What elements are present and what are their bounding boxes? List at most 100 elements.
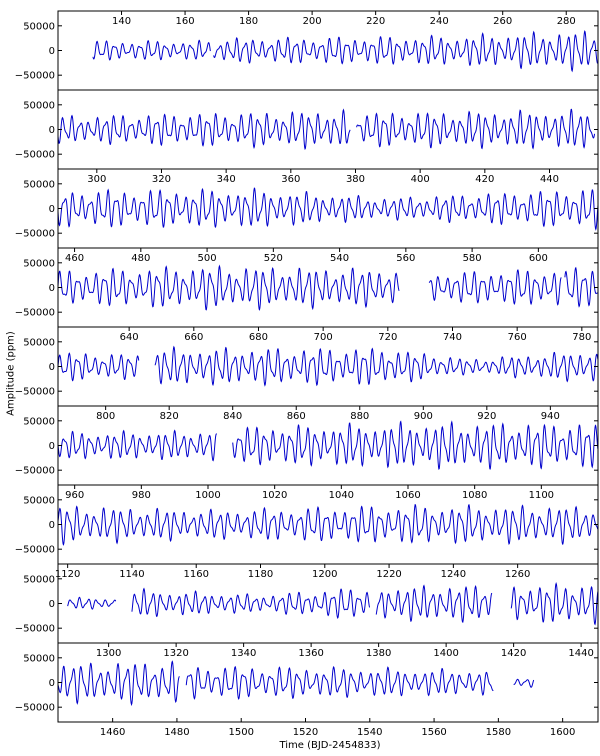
y-tick-label: −50000 bbox=[15, 387, 55, 398]
y-tick-label: 50000 bbox=[23, 21, 55, 32]
x-tick-label: 740 bbox=[443, 332, 462, 343]
y-tick-label: −50000 bbox=[15, 150, 55, 161]
x-tick-label: 1100 bbox=[529, 490, 554, 501]
x-tick-label: 1260 bbox=[505, 569, 530, 580]
x-tick-label: 460 bbox=[65, 253, 84, 264]
x-tick-label: 1200 bbox=[312, 569, 337, 580]
light-curve-series bbox=[513, 678, 535, 688]
y-tick-label: 0 bbox=[49, 599, 55, 610]
x-tick-label: 560 bbox=[396, 253, 415, 264]
light-curve-series bbox=[356, 108, 596, 150]
x-tick-label: 1380 bbox=[366, 648, 391, 659]
x-tick-label: 260 bbox=[493, 16, 512, 27]
x-tick-label: 140 bbox=[112, 16, 131, 27]
x-tick-label: 180 bbox=[239, 16, 258, 27]
x-tick-label: 340 bbox=[217, 174, 236, 185]
light-curve-series bbox=[67, 596, 117, 610]
x-tick-label: 700 bbox=[314, 332, 333, 343]
y-tick-label: 0 bbox=[49, 204, 55, 215]
x-tick-label: 220 bbox=[366, 16, 385, 27]
light-curve-series bbox=[232, 420, 598, 470]
light-curve-series bbox=[154, 345, 598, 387]
x-tick-label: 600 bbox=[529, 253, 548, 264]
x-tick-label: 820 bbox=[160, 411, 179, 422]
x-tick-label: 1540 bbox=[357, 727, 382, 738]
light-curve-series bbox=[58, 187, 598, 231]
x-tick-label: 1480 bbox=[164, 727, 189, 738]
x-tick-label: 920 bbox=[477, 411, 496, 422]
x-tick-label: 800 bbox=[96, 411, 115, 422]
x-tick-label: 1460 bbox=[100, 727, 125, 738]
x-tick-label: 760 bbox=[508, 332, 527, 343]
light-curve-series bbox=[213, 30, 598, 73]
x-tick-label: 480 bbox=[131, 253, 150, 264]
x-tick-label: 1500 bbox=[228, 727, 253, 738]
y-axis-label: Amplitude (ppm) bbox=[5, 331, 17, 416]
x-tick-label: 160 bbox=[176, 16, 195, 27]
light-curve-series bbox=[564, 266, 598, 308]
y-tick-label: −50000 bbox=[15, 545, 55, 556]
light-curve-series bbox=[58, 504, 598, 546]
x-tick-label: 960 bbox=[65, 490, 84, 501]
x-tick-label: 240 bbox=[430, 16, 449, 27]
x-tick-label: 1300 bbox=[96, 648, 121, 659]
y-tick-label: 50000 bbox=[23, 337, 55, 348]
x-tick-label: 300 bbox=[87, 174, 106, 185]
x-tick-label: 1520 bbox=[293, 727, 318, 738]
x-tick-label: 520 bbox=[264, 253, 283, 264]
y-tick-label: −50000 bbox=[15, 466, 55, 477]
y-tick-label: 50000 bbox=[23, 258, 55, 269]
x-tick-label: 1220 bbox=[376, 569, 401, 580]
y-tick-label: 50000 bbox=[23, 495, 55, 506]
light-curve-series bbox=[375, 584, 493, 623]
x-tick-label: 1120 bbox=[55, 569, 80, 580]
light-curve-series bbox=[58, 660, 180, 707]
x-tick-label: 660 bbox=[184, 332, 203, 343]
light-curve-series bbox=[58, 108, 351, 151]
x-tick-label: 1080 bbox=[462, 490, 487, 501]
x-tick-label: 1600 bbox=[550, 727, 575, 738]
x-axis-label: Time (BJD-2454833) bbox=[279, 740, 381, 751]
y-tick-label: −50000 bbox=[15, 229, 55, 240]
y-tick-label: 50000 bbox=[23, 653, 55, 664]
light-curve-series bbox=[131, 587, 371, 620]
y-tick-label: 50000 bbox=[23, 100, 55, 111]
x-tick-label: 940 bbox=[541, 411, 560, 422]
x-tick-label: 1160 bbox=[183, 569, 208, 580]
x-tick-label: 1000 bbox=[195, 490, 220, 501]
y-tick-label: 50000 bbox=[23, 416, 55, 427]
x-tick-label: 1580 bbox=[486, 727, 511, 738]
y-tick-label: 0 bbox=[49, 520, 55, 531]
x-tick-label: 1560 bbox=[421, 727, 446, 738]
x-tick-label: 840 bbox=[223, 411, 242, 422]
x-tick-label: 1400 bbox=[433, 648, 458, 659]
y-tick-label: −50000 bbox=[15, 703, 55, 714]
light-curve-series bbox=[58, 264, 400, 311]
light-curve-series bbox=[510, 581, 598, 626]
x-tick-label: 1040 bbox=[329, 490, 354, 501]
x-tick-label: 420 bbox=[475, 174, 494, 185]
y-tick-label: −50000 bbox=[15, 624, 55, 635]
y-tick-label: 0 bbox=[49, 283, 55, 294]
y-tick-label: −50000 bbox=[15, 308, 55, 319]
y-tick-label: 0 bbox=[49, 362, 55, 373]
x-tick-label: 440 bbox=[540, 174, 559, 185]
x-tick-label: 380 bbox=[346, 174, 365, 185]
y-tick-label: 0 bbox=[49, 441, 55, 452]
light-curve-series bbox=[92, 39, 211, 61]
x-tick-label: 720 bbox=[378, 332, 397, 343]
panel-frame bbox=[57, 89, 599, 170]
x-tick-label: 1360 bbox=[298, 648, 323, 659]
x-tick-label: 980 bbox=[132, 490, 151, 501]
x-tick-label: 1320 bbox=[163, 648, 188, 659]
light-curve-series bbox=[428, 269, 562, 306]
y-tick-label: 0 bbox=[49, 46, 55, 57]
x-tick-label: 360 bbox=[281, 174, 300, 185]
x-tick-label: 500 bbox=[198, 253, 217, 264]
x-tick-label: 1020 bbox=[262, 490, 287, 501]
x-tick-label: 680 bbox=[249, 332, 268, 343]
y-tick-label: 50000 bbox=[23, 574, 55, 585]
y-tick-label: 50000 bbox=[23, 179, 55, 190]
light-curve-series bbox=[185, 665, 494, 700]
